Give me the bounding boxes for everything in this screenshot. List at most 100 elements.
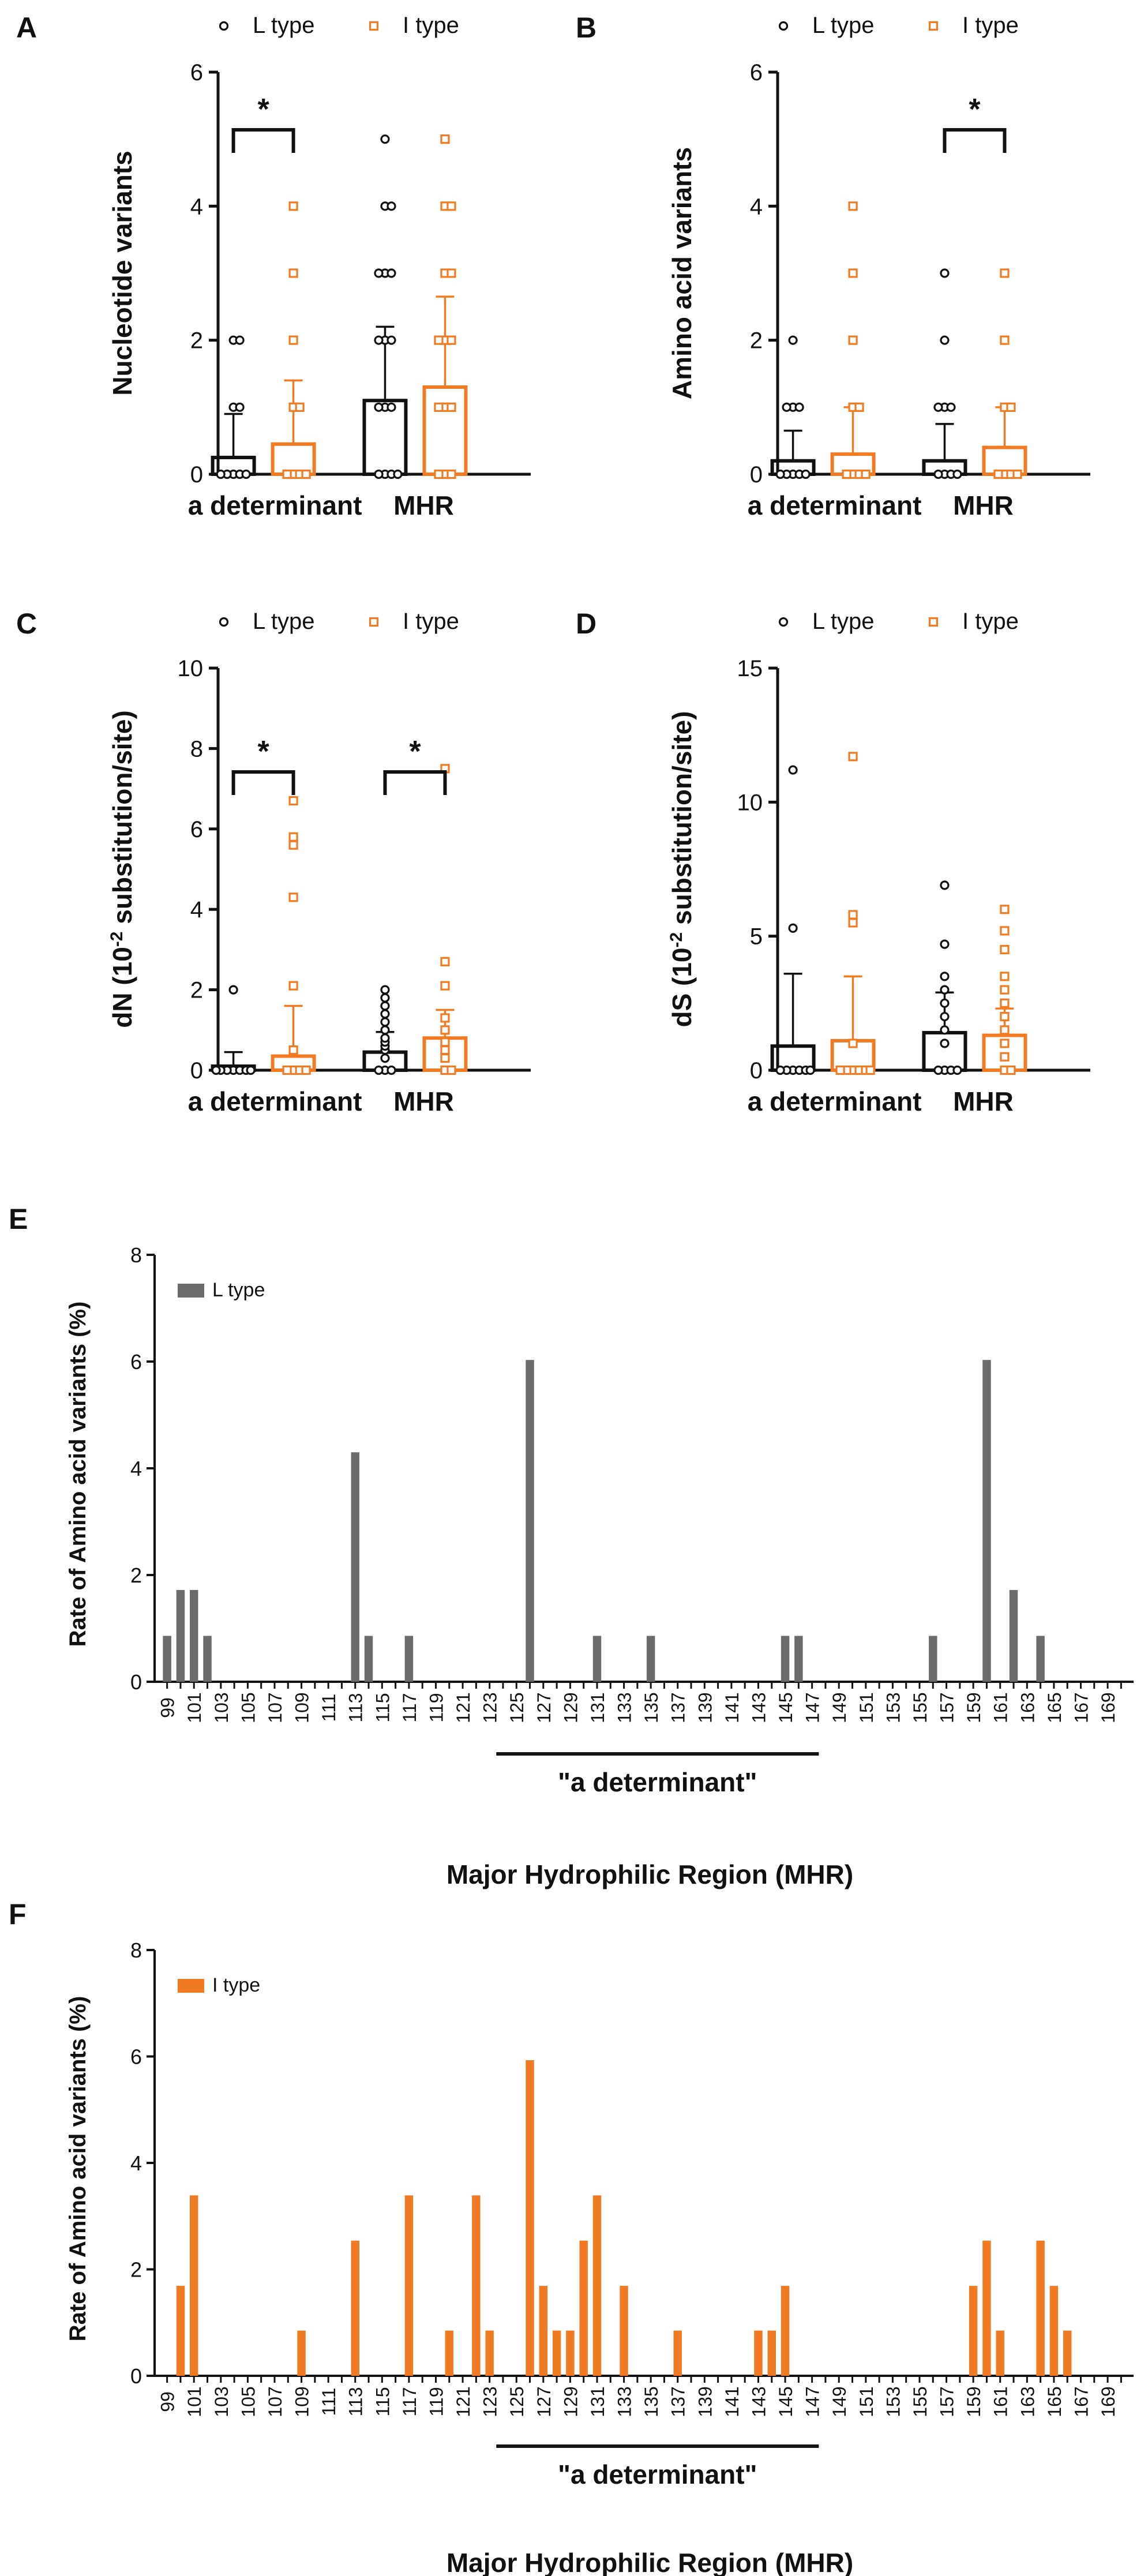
bar-position-128 <box>552 2330 561 2376</box>
data-point-l-type <box>782 402 791 412</box>
bar-position-131 <box>592 1636 602 1682</box>
bar-position-101 <box>190 2195 198 2376</box>
data-point-i-type <box>1000 1052 1010 1062</box>
x-tick-label: 99 <box>157 2391 178 2412</box>
data-point-l-type <box>380 1001 390 1011</box>
y-tick-label: 4 <box>190 194 203 219</box>
x-tick-label: 137 <box>668 1692 689 1723</box>
x-tick-label: 123 <box>480 1692 501 1723</box>
data-point-i-type <box>434 469 444 479</box>
y-tick-label: 6 <box>190 817 203 842</box>
legend-marker-e <box>178 1284 204 1298</box>
x-tick-label: 111 <box>318 1694 339 1722</box>
data-point-i-type <box>1012 469 1022 479</box>
bar-position-145 <box>781 1636 790 1682</box>
bar-position-156 <box>929 1636 937 1682</box>
panel-letter-f: F <box>9 1898 27 1930</box>
x-tick-label: 149 <box>829 2386 850 2417</box>
data-point-i-type <box>440 1037 450 1047</box>
bar-position-123 <box>485 2330 494 2376</box>
y-tick-label: 0 <box>190 1058 203 1083</box>
y-tick-label: 6 <box>750 60 763 85</box>
y-tick-label: 10 <box>737 790 763 815</box>
x-category-label: MHR <box>953 1086 1014 1116</box>
x-category-label: MHR <box>393 1086 454 1116</box>
bar-position-165 <box>1049 2286 1059 2376</box>
data-point-l-type <box>946 402 956 412</box>
x-category-label: MHR <box>393 490 454 520</box>
x-tick-label: 147 <box>802 1692 823 1723</box>
legend-c: L type I type <box>219 609 459 634</box>
panel-B: B L type I type 0 2 4 6 Amino acid variants a de… <box>576 12 1090 520</box>
x-tick-label: 115 <box>372 2387 393 2416</box>
bar-position-100 <box>176 2286 185 2376</box>
x-axis-label: Major Hydrophilic Region (MHR) <box>447 1859 853 1889</box>
x-axis-label: Major Hydrophilic Region (MHR) <box>447 2548 853 2576</box>
x-tick-label: 131 <box>587 2386 608 2417</box>
a-determinant-label: "a determinant" <box>558 2459 757 2489</box>
data-point-l-type <box>788 923 798 933</box>
x-tick-label: 157 <box>937 1692 958 1723</box>
y-axis-label: dN (10-2 substitution/site) <box>107 710 138 1028</box>
panel-letter-a: A <box>16 12 37 44</box>
data-point-l-type <box>952 469 962 479</box>
panel-letter-e: E <box>9 1203 28 1235</box>
data-point-i-type <box>447 268 456 278</box>
x-tick-label: 149 <box>829 1692 850 1723</box>
legend-marker-i-type <box>369 21 379 31</box>
data-point-l-type <box>387 402 396 412</box>
y-tick-label: 0 <box>130 1670 142 1694</box>
data-point-l-type <box>940 939 950 949</box>
x-tick-label: 109 <box>292 2386 313 2417</box>
legend-marker-i-type <box>369 617 379 627</box>
data-point-i-type <box>434 402 444 412</box>
data-point-i-type <box>1000 985 1010 995</box>
y-axis-label: Rate of Amino acid variants (%) <box>65 1302 91 1647</box>
y-tick-label: 8 <box>130 1938 142 1962</box>
legend-a: L type I type <box>219 13 459 38</box>
data-point-i-type <box>288 335 298 345</box>
x-tick-label: 161 <box>991 2386 1011 2417</box>
bar-position-162 <box>1009 1589 1018 1682</box>
data-point-i-type <box>1000 905 1010 914</box>
y-tick-label: 10 <box>178 656 204 681</box>
panel-D: D L type I type 0 5 10 15 dS (10-2 substitution… <box>576 608 1090 1116</box>
data-point-l-type <box>241 469 251 479</box>
x-tick-label: 167 <box>1071 2386 1091 2417</box>
legend-label-e: L type <box>212 1279 265 1301</box>
x-tick-label: 159 <box>963 1692 984 1723</box>
data-point-i-type <box>1000 1038 1010 1048</box>
x-tick-label: 169 <box>1098 2386 1119 2417</box>
data-point-i-type <box>301 1065 311 1075</box>
bar-position-117 <box>404 1636 414 1682</box>
y-tick-label: 2 <box>130 1563 142 1587</box>
data-point-i-type <box>447 469 456 479</box>
x-tick-label: 105 <box>238 1692 258 1723</box>
data-point-i-type <box>440 1045 450 1055</box>
data-point-l-type <box>940 985 950 995</box>
data-point-l-type <box>940 880 950 890</box>
data-point-l-type <box>933 1065 943 1075</box>
data-point-i-type <box>1000 1011 1010 1022</box>
x-tick-label: 131 <box>587 1692 608 1723</box>
x-tick-label: 159 <box>963 2386 984 2417</box>
data-point-l-type <box>387 268 396 278</box>
bar-position-135 <box>646 1636 655 1682</box>
data-point-i-type <box>1006 402 1016 412</box>
data-point-l-type <box>788 765 798 775</box>
panel-F: F 0 2 4 6 8 Rate of Amino acid variants (%) 99 1… <box>9 1898 1134 2576</box>
data-point-l-type <box>940 1025 950 1035</box>
data-point-l-type <box>387 201 396 211</box>
data-point-l-type <box>374 1065 384 1075</box>
data-point-l-type <box>940 972 950 981</box>
x-tick-label: 111 <box>318 2388 339 2416</box>
data-point-i-type <box>301 469 311 479</box>
data-point-l-type <box>940 998 950 1008</box>
data-point-l-type <box>374 268 384 278</box>
bar-position-126 <box>526 1360 534 1682</box>
data-point-i-type <box>288 268 298 278</box>
y-tick-label: 8 <box>190 736 203 762</box>
bar-position-114 <box>364 1636 373 1682</box>
x-tick-label: 125 <box>507 2386 527 2417</box>
x-tick-label: 101 <box>184 1692 205 1723</box>
